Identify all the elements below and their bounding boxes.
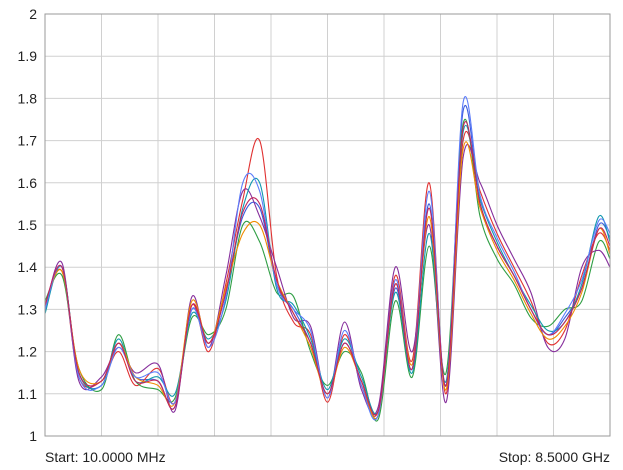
chart-grid (45, 13, 610, 437)
trace-line-4 (44, 143, 611, 415)
y-tick-label: 1.9 (18, 48, 38, 64)
y-tick-label: 1.3 (18, 301, 38, 317)
y-tick-label: 1.1 (18, 386, 38, 402)
y-tick-label: 2 (29, 6, 37, 22)
y-tick-label: 1.4 (18, 259, 38, 275)
trace-line-8 (44, 121, 611, 416)
y-axis-tick-labels: 1 1.1 1.2 1.3 1.4 1.5 1.6 1.7 1.8 1.9 2 (18, 6, 38, 444)
chart-traces (44, 96, 611, 422)
plot-area-frame (44, 13, 611, 437)
y-tick-label: 1.8 (18, 90, 38, 106)
start-frequency-label: Start: 10.0000 MHz (45, 449, 166, 465)
y-tick-label: 1.6 (18, 175, 38, 191)
trace-line-2 (44, 130, 611, 417)
trace-line-3 (44, 119, 611, 422)
y-tick-label: 1.5 (18, 217, 38, 233)
y-tick-label: 1.2 (18, 344, 38, 360)
y-tick-label: 1.7 (18, 133, 38, 149)
stop-frequency-label: Stop: 8.5000 GHz (499, 449, 610, 465)
y-tick-label: 1 (29, 428, 37, 444)
